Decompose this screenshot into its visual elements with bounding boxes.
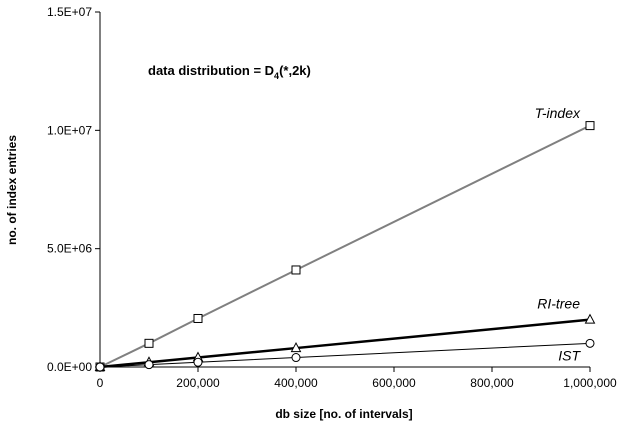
series-label-t-index: T-index <box>535 105 581 121</box>
y-tick-label: 0.0E+00 <box>47 360 92 374</box>
y-tick-label: 1.5E+07 <box>47 5 92 19</box>
data-point-ri-tree <box>584 313 596 324</box>
x-tick-label: 1,000,000 <box>563 376 617 390</box>
x-tick-label: 200,000 <box>176 376 220 390</box>
data-point-ist <box>585 338 595 348</box>
chart-title: data distribution = D4(*,2k) <box>148 63 311 81</box>
x-tick-label: 800,000 <box>470 376 514 390</box>
series-line-ist <box>99 342 591 368</box>
x-tick-label: 400,000 <box>274 376 318 390</box>
data-point-t-index <box>291 265 301 275</box>
series-line-ri-tree <box>99 318 591 369</box>
series-label-ist: IST <box>558 347 581 363</box>
data-point-t-index <box>585 121 595 131</box>
data-point-ist <box>95 362 105 372</box>
y-axis-label: no. of index entries <box>5 135 19 245</box>
y-tick-label: 5.0E+06 <box>47 242 92 256</box>
data-point-ist <box>144 360 154 370</box>
data-point-ist <box>193 357 203 367</box>
x-tick-label: 600,000 <box>372 376 416 390</box>
series-line-t-index <box>99 124 591 368</box>
data-point-t-index <box>193 313 203 323</box>
data-point-ist <box>291 353 301 363</box>
x-axis-label: db size [no. of intervals] <box>275 407 412 421</box>
data-point-ri-tree <box>290 341 302 353</box>
x-tick-label: 0 <box>97 376 104 390</box>
data-point-t-index <box>144 338 154 348</box>
y-tick-label: 1.0E+07 <box>47 123 92 137</box>
series-label-ri-tree: RI-tree <box>537 295 580 311</box>
